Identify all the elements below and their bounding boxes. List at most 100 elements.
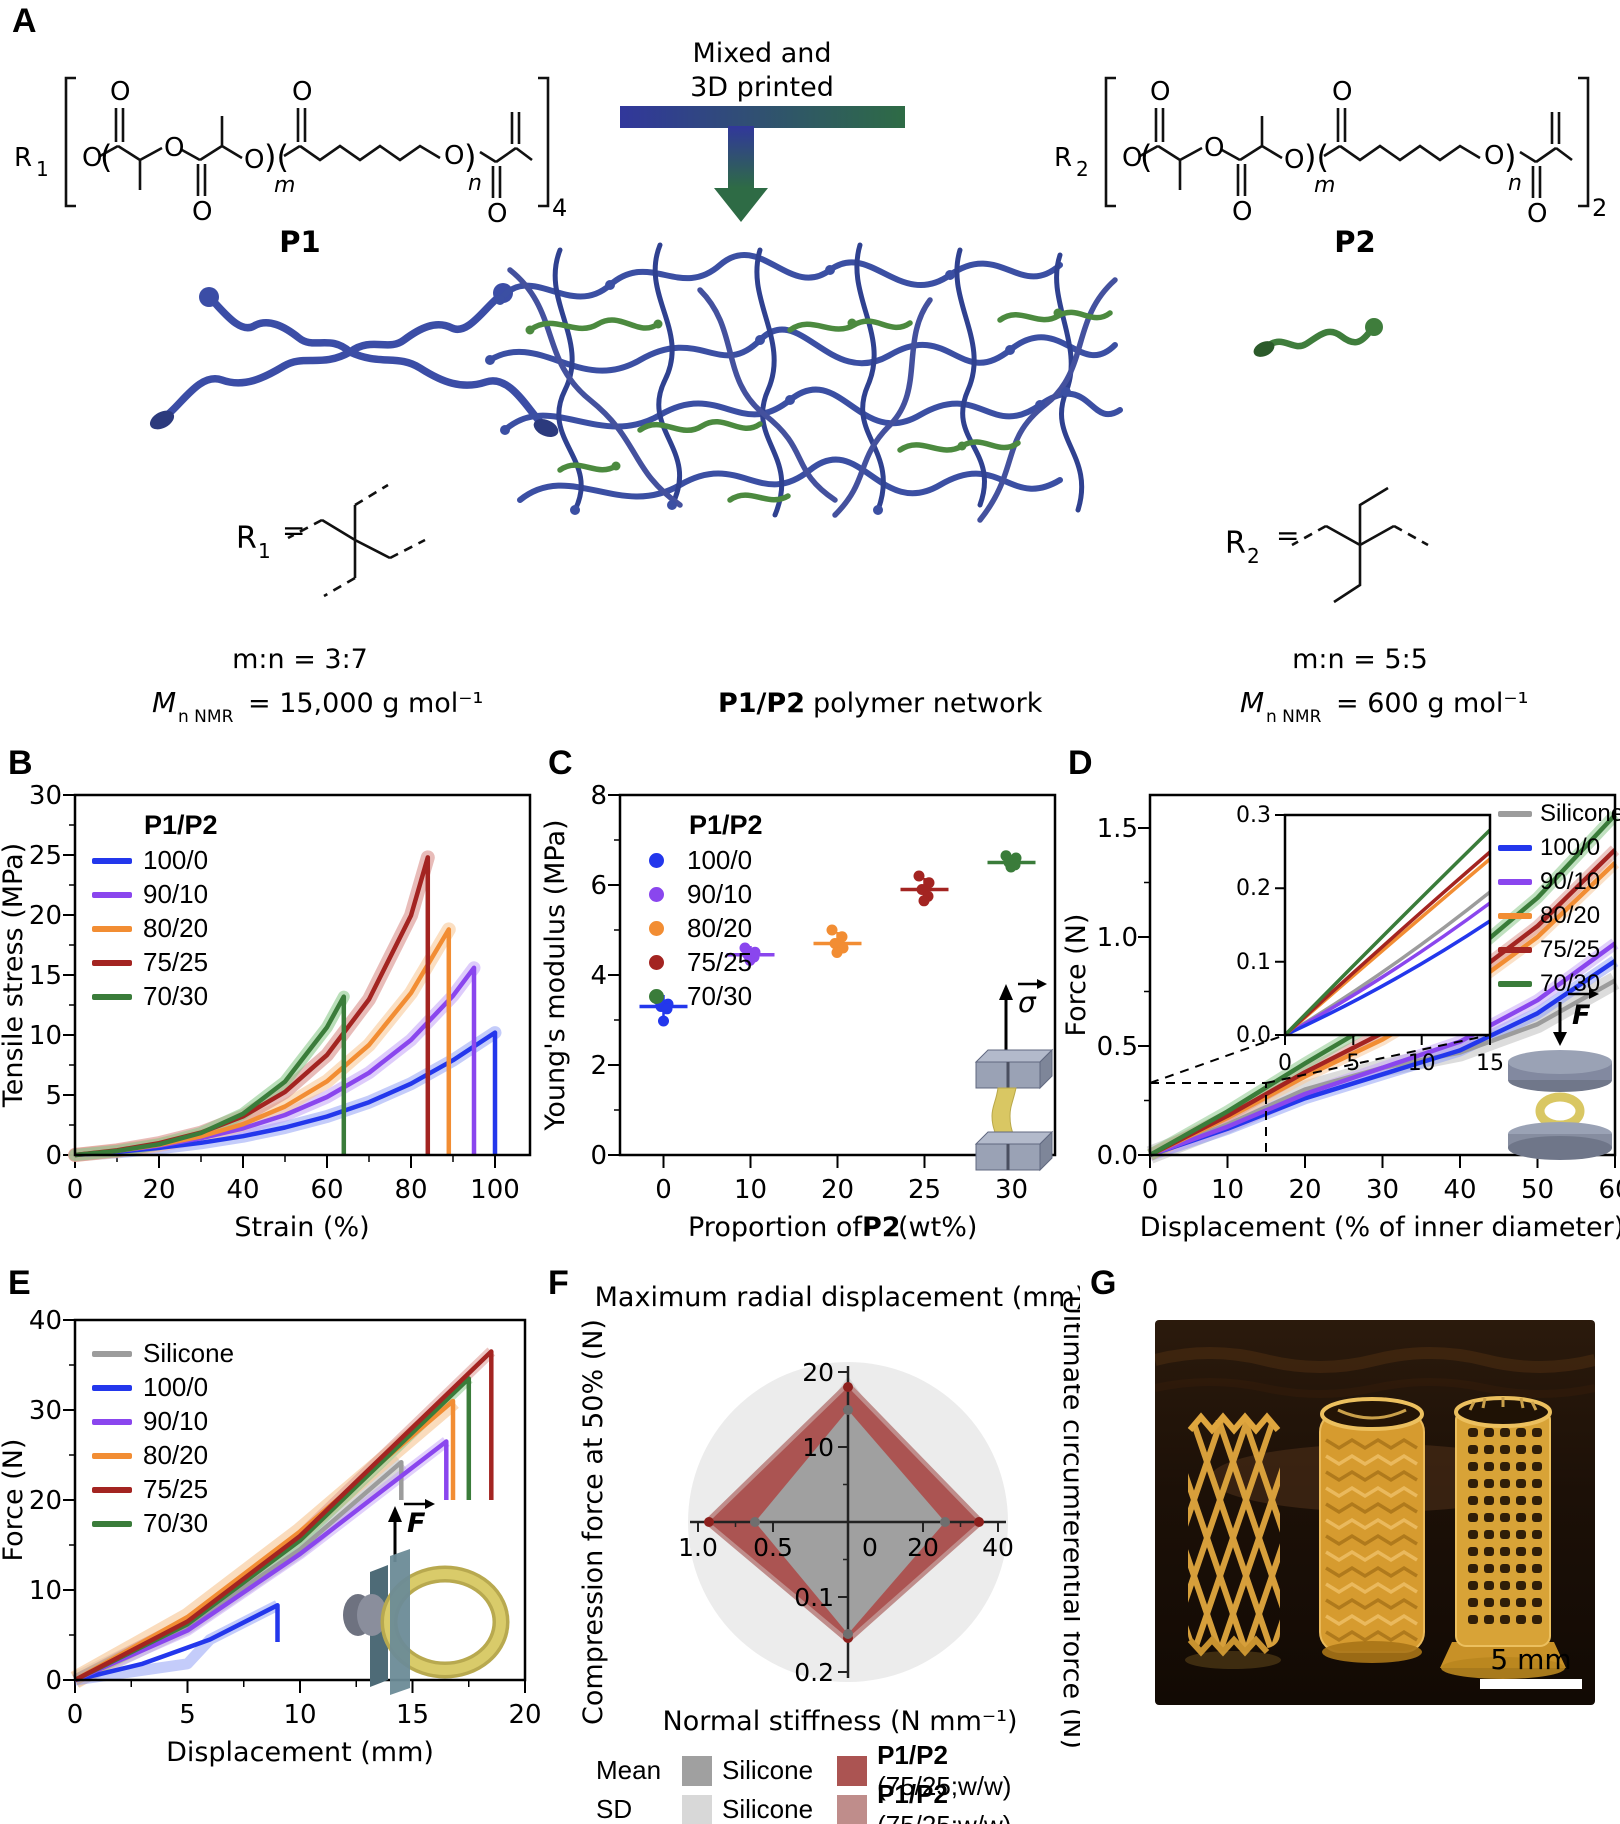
y-axis-label: Force (N)	[1061, 914, 1092, 1037]
legend-label: 90/10	[687, 879, 753, 909]
radar-axes	[690, 1366, 1006, 1678]
d-ticks	[1138, 827, 1616, 1168]
p1-label: P1	[279, 225, 320, 259]
legend-swatch	[1498, 878, 1532, 885]
panel-b: B 0 5	[0, 740, 540, 1260]
panel-d-legend: Silicone 100/0 90/10 80/20 75/25 70/30	[1498, 798, 1620, 999]
legend-swatch	[92, 959, 132, 966]
legend-label-rest: (75/25;w/w)	[877, 1770, 1012, 1801]
legend-swatch	[682, 1794, 712, 1824]
e-series-lines	[73, 1349, 494, 1683]
radar-tick: 40	[982, 1533, 1014, 1562]
inset-x-tick: 15	[1476, 1051, 1504, 1076]
sigma-symbol: σ	[1018, 986, 1037, 1019]
y-axis-label: Force (N)	[0, 1439, 29, 1562]
x-tick: 0	[67, 1700, 84, 1730]
panel-e-legend: Silicone 100/0 90/10 80/20 75/25 70/30	[92, 1338, 234, 1539]
e-ticks	[63, 1319, 526, 1693]
legend-item: 70/30	[1498, 968, 1620, 999]
panel-d: D	[1060, 740, 1620, 1260]
x-tick: 0	[1142, 1175, 1159, 1205]
y-tick: 10	[29, 1576, 62, 1606]
x-axis-label: Displacement (% of inner diameter)	[1140, 1212, 1620, 1243]
legend-item: 100/0	[1498, 832, 1620, 863]
force-symbol: F	[407, 1508, 426, 1539]
o-atom: O	[292, 77, 312, 107]
r2-subscript: 2	[1247, 544, 1260, 568]
panel-f-label: F	[548, 1264, 569, 1302]
legend-swatch	[1498, 980, 1532, 987]
legend-label: 80/20	[1540, 901, 1601, 929]
paren: )	[1504, 138, 1516, 176]
o-atom: O	[1527, 199, 1547, 229]
legend-swatch	[1498, 912, 1532, 919]
radar-tick: 1.0	[678, 1533, 718, 1562]
b-series-lines	[74, 855, 498, 1158]
legend-item: 90/10	[92, 1406, 234, 1437]
o-atom: O	[444, 141, 464, 171]
panel-g-label: G	[1090, 1264, 1117, 1302]
radar-vertex-dots	[704, 1382, 984, 1643]
mn-symbol: M	[152, 686, 176, 719]
panel-g-photo: 5 mm	[1155, 1320, 1595, 1705]
legend-swatch	[649, 921, 664, 936]
y-tick: 30	[29, 781, 62, 811]
r1-subscript: 1	[258, 539, 271, 563]
legend-label: 75/25	[687, 947, 753, 977]
radar-tick: 0.2	[794, 1658, 834, 1687]
o-atom: O	[1332, 77, 1352, 107]
legend-item: 100/0	[92, 845, 218, 876]
legend-item: 70/30	[92, 981, 218, 1012]
legend-label-bold: P1/P2	[877, 1778, 948, 1809]
legend-row-mean: Mean Silicone P1/P2 (75/25;w/w)	[596, 1740, 1080, 1801]
bracket-subscript: 4	[552, 194, 567, 222]
legend-label: Silicone	[143, 1338, 235, 1368]
x-tick: 50	[1521, 1175, 1554, 1205]
legend-label-bold: P1/P2	[877, 1739, 948, 1770]
o-atom: O	[1150, 77, 1170, 107]
legend-label: 80/20	[143, 913, 209, 943]
n-subscript: n	[1508, 171, 1522, 196]
bracket-subscript: 2	[1592, 194, 1607, 222]
panel-d-label: D	[1068, 744, 1093, 782]
y-tick: 4	[590, 961, 607, 991]
panel-c-label: C	[548, 744, 573, 782]
legend-item: 90/10	[1498, 866, 1620, 897]
legend-item: 80/20	[637, 913, 763, 944]
x-tick: 60	[1598, 1175, 1620, 1205]
legend-swatch	[682, 1755, 712, 1786]
b-ticks	[63, 794, 496, 1168]
legend-swatch	[92, 993, 132, 1000]
y-tick: 20	[29, 1486, 62, 1516]
legend-item: 75/25	[1498, 934, 1620, 965]
legend-item: Silicone	[1498, 798, 1620, 829]
x-tick: 20	[508, 1700, 540, 1730]
network-label-bold: P1/P2	[718, 688, 805, 719]
legend-label: 70/30	[143, 1508, 209, 1538]
scale-bar	[1480, 1679, 1582, 1689]
paren: (	[100, 138, 112, 176]
x-tick: 0	[67, 1175, 84, 1205]
c-cluster-70-30	[987, 850, 1036, 873]
legend-swatch	[649, 853, 664, 868]
legend-label: 70/30	[143, 981, 209, 1011]
radar-tick: 10	[802, 1433, 834, 1462]
y-axis-label: Tensile stress (MPa)	[0, 843, 29, 1108]
y-tick: 0.5	[1097, 1032, 1138, 1062]
o-atom: O	[1484, 141, 1504, 171]
y-tick: 8	[590, 781, 607, 811]
y-tick: 2	[590, 1051, 607, 1081]
legend-item: Silicone	[92, 1338, 234, 1369]
legend-swatch	[92, 1520, 132, 1527]
d-frame	[1148, 793, 1617, 1157]
radar-tick: 0.5	[753, 1533, 793, 1562]
r1-symbol: R	[14, 143, 32, 173]
panel-g: G	[1080, 1260, 1620, 1824]
legend-item: 70/30	[637, 981, 763, 1012]
y-tick: 1.0	[1097, 923, 1138, 953]
stent-photo	[1155, 1320, 1595, 1705]
panel-e-label: E	[8, 1264, 31, 1302]
x-axis-label-post: (wt%)	[898, 1212, 977, 1243]
x-tick: 60	[310, 1175, 343, 1205]
legend-item: 70/30	[92, 1508, 234, 1539]
